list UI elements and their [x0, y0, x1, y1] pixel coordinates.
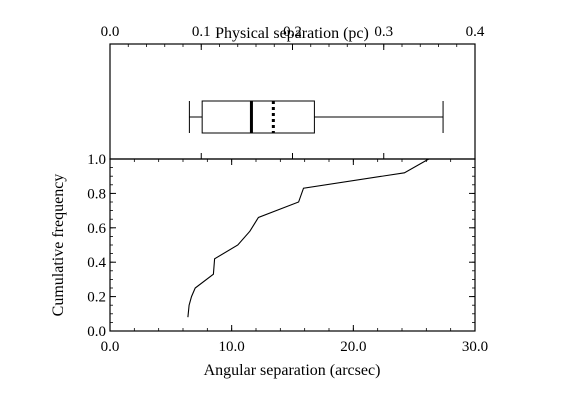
- cumulative-series-line: [187, 158, 430, 318]
- box-iqr: [201, 100, 315, 134]
- x-tick-label: 20.0: [340, 339, 366, 355]
- bottom-axis-label: Angular separation (arcsec): [204, 362, 381, 379]
- x-tick-label: 30.0: [462, 339, 488, 355]
- top-tick-label: 0.1: [192, 24, 211, 40]
- x-tick-label: 0.0: [101, 339, 120, 355]
- boxplot-panel: Physical separation (pc) 0.0 0.1 0.2 0.3 0.4: [101, 24, 485, 160]
- top-axis-label: Physical separation (pc): [215, 25, 369, 42]
- bottom-axis-ticks: 0.0 10.0 20.0 30.0 0.0 0.2 0.4 0.6 0.8 1.0: [87, 152, 488, 355]
- y-tick-label: 0.4: [87, 255, 106, 271]
- y-axis-label: Cumulative frequency: [50, 174, 67, 317]
- top-tick-label: 0.2: [283, 24, 302, 40]
- y-tick-label: 0.8: [87, 186, 106, 202]
- top-axis-ticks: 0.0 0.1 0.2 0.3 0.4: [101, 24, 485, 159]
- box-plot: [188, 100, 444, 134]
- x-tick-label: 10.0: [219, 339, 245, 355]
- cumulative-frame: [109, 158, 476, 332]
- y-tick-label: 1.0: [87, 152, 106, 168]
- cumulative-panel: Angular separation (arcsec) Cumulative f…: [50, 152, 488, 379]
- top-tick-label: 0.4: [466, 24, 485, 40]
- y-tick-label: 0.0: [87, 324, 106, 340]
- top-tick-label: 0.0: [101, 24, 120, 40]
- y-tick-label: 0.2: [87, 290, 106, 306]
- y-tick-label: 0.6: [87, 221, 106, 237]
- top-tick-label: 0.3: [374, 24, 393, 40]
- cumulative-line: [187, 158, 430, 318]
